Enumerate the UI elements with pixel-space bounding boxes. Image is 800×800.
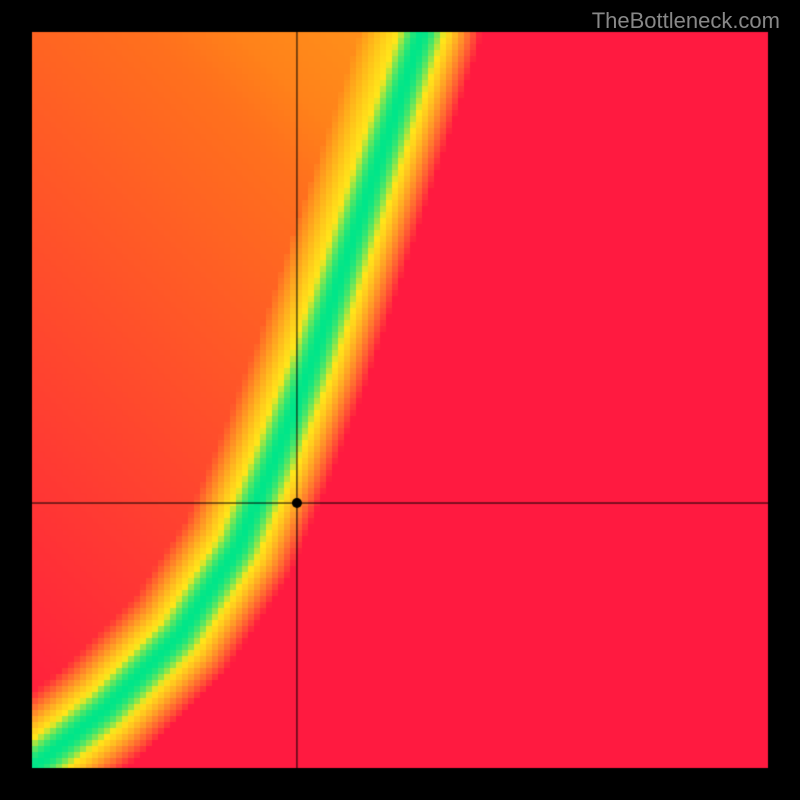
watermark-text: TheBottleneck.com <box>592 8 780 34</box>
heatmap-canvas <box>0 0 800 800</box>
chart-container: TheBottleneck.com <box>0 0 800 800</box>
